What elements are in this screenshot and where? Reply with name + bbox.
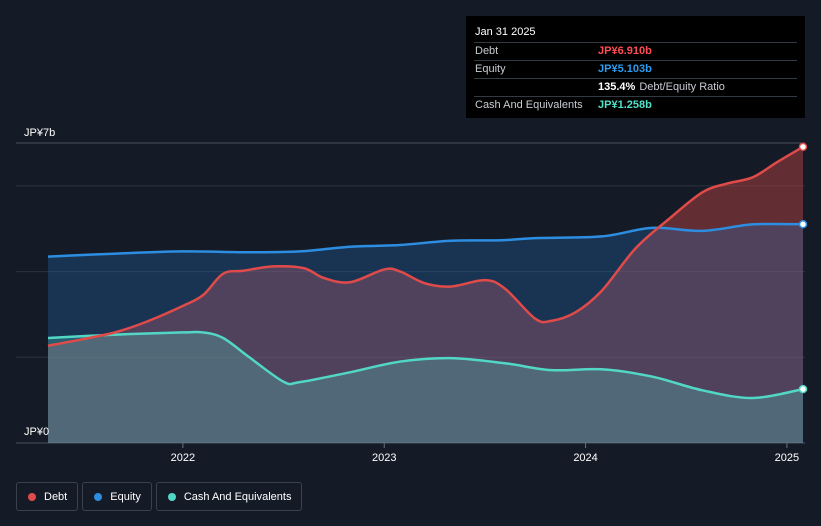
tooltip-row-ratio: 135.4% Debt/Equity Ratio [474,78,797,96]
legend: Debt Equity Cash And Equivalents [16,482,303,511]
tooltip-cash-label: Cash And Equivalents [475,99,583,111]
area-debt [48,146,803,444]
x-tick-label-2024: 2024 [573,452,597,464]
tooltip-equity-label: Equity [475,63,506,75]
x-tick-label-2023: 2023 [372,452,396,464]
legend-dot-equity-icon [94,492,103,501]
legend-label-equity: Equity [110,490,141,503]
point-equity [798,220,808,229]
area-cash-and-equivalents [48,331,803,443]
tooltip-row-cash: Cash And Equivalents JP¥1.258b [474,96,797,114]
line-equity [47,222,804,258]
line-debt [47,145,804,347]
tooltip-ratio-label [474,79,598,96]
tooltip-ratio-text: Debt/Equity Ratio [639,81,725,93]
legend-item-cash[interactable]: Cash And Equivalents [155,482,303,511]
point-debt [798,142,808,152]
legend-label-cash: Cash And Equivalents [183,490,292,503]
tooltip-ratio-value: 135.4% [598,81,636,93]
x-axis-ticks: 2022 2023 2024 2025 [171,443,799,464]
series-lines [47,145,804,400]
legend-dot-debt-icon [28,492,36,501]
tooltip-date: Jan 31 2025 [475,26,536,38]
tooltip-debt-label: Debt [475,45,499,57]
point-cash-and-equivalents [798,384,808,394]
end-markers [798,142,808,394]
tooltip-row-equity: Equity JP¥5.103b [474,60,797,78]
grid-lines [16,142,805,444]
area-equity [48,223,803,443]
tooltip: Jan 31 2025 Debt JP¥6.910b Equity JP¥5.1… [466,16,805,118]
tooltip-cash-value: JP¥1.258b [598,99,652,111]
tooltip-debt-value: JP¥6.910b [598,45,652,57]
legend-item-equity[interactable]: Equity [82,482,152,511]
line-cash-and-equivalents [47,330,804,400]
legend-dot-cash-icon [167,492,176,501]
legend-item-debt[interactable]: Debt [16,482,79,511]
tooltip-row-debt: Debt JP¥6.910b [474,42,797,60]
y-axis-min-label: JP¥0 [24,426,49,438]
tooltip-equity-value: JP¥5.103b [598,63,652,75]
y-axis-max-label: JP¥7b [24,127,55,139]
series-areas [48,146,803,444]
x-tick-label-2022: 2022 [171,452,195,464]
legend-label-debt: Debt [44,490,68,503]
x-tick-label-2025: 2025 [775,452,799,464]
